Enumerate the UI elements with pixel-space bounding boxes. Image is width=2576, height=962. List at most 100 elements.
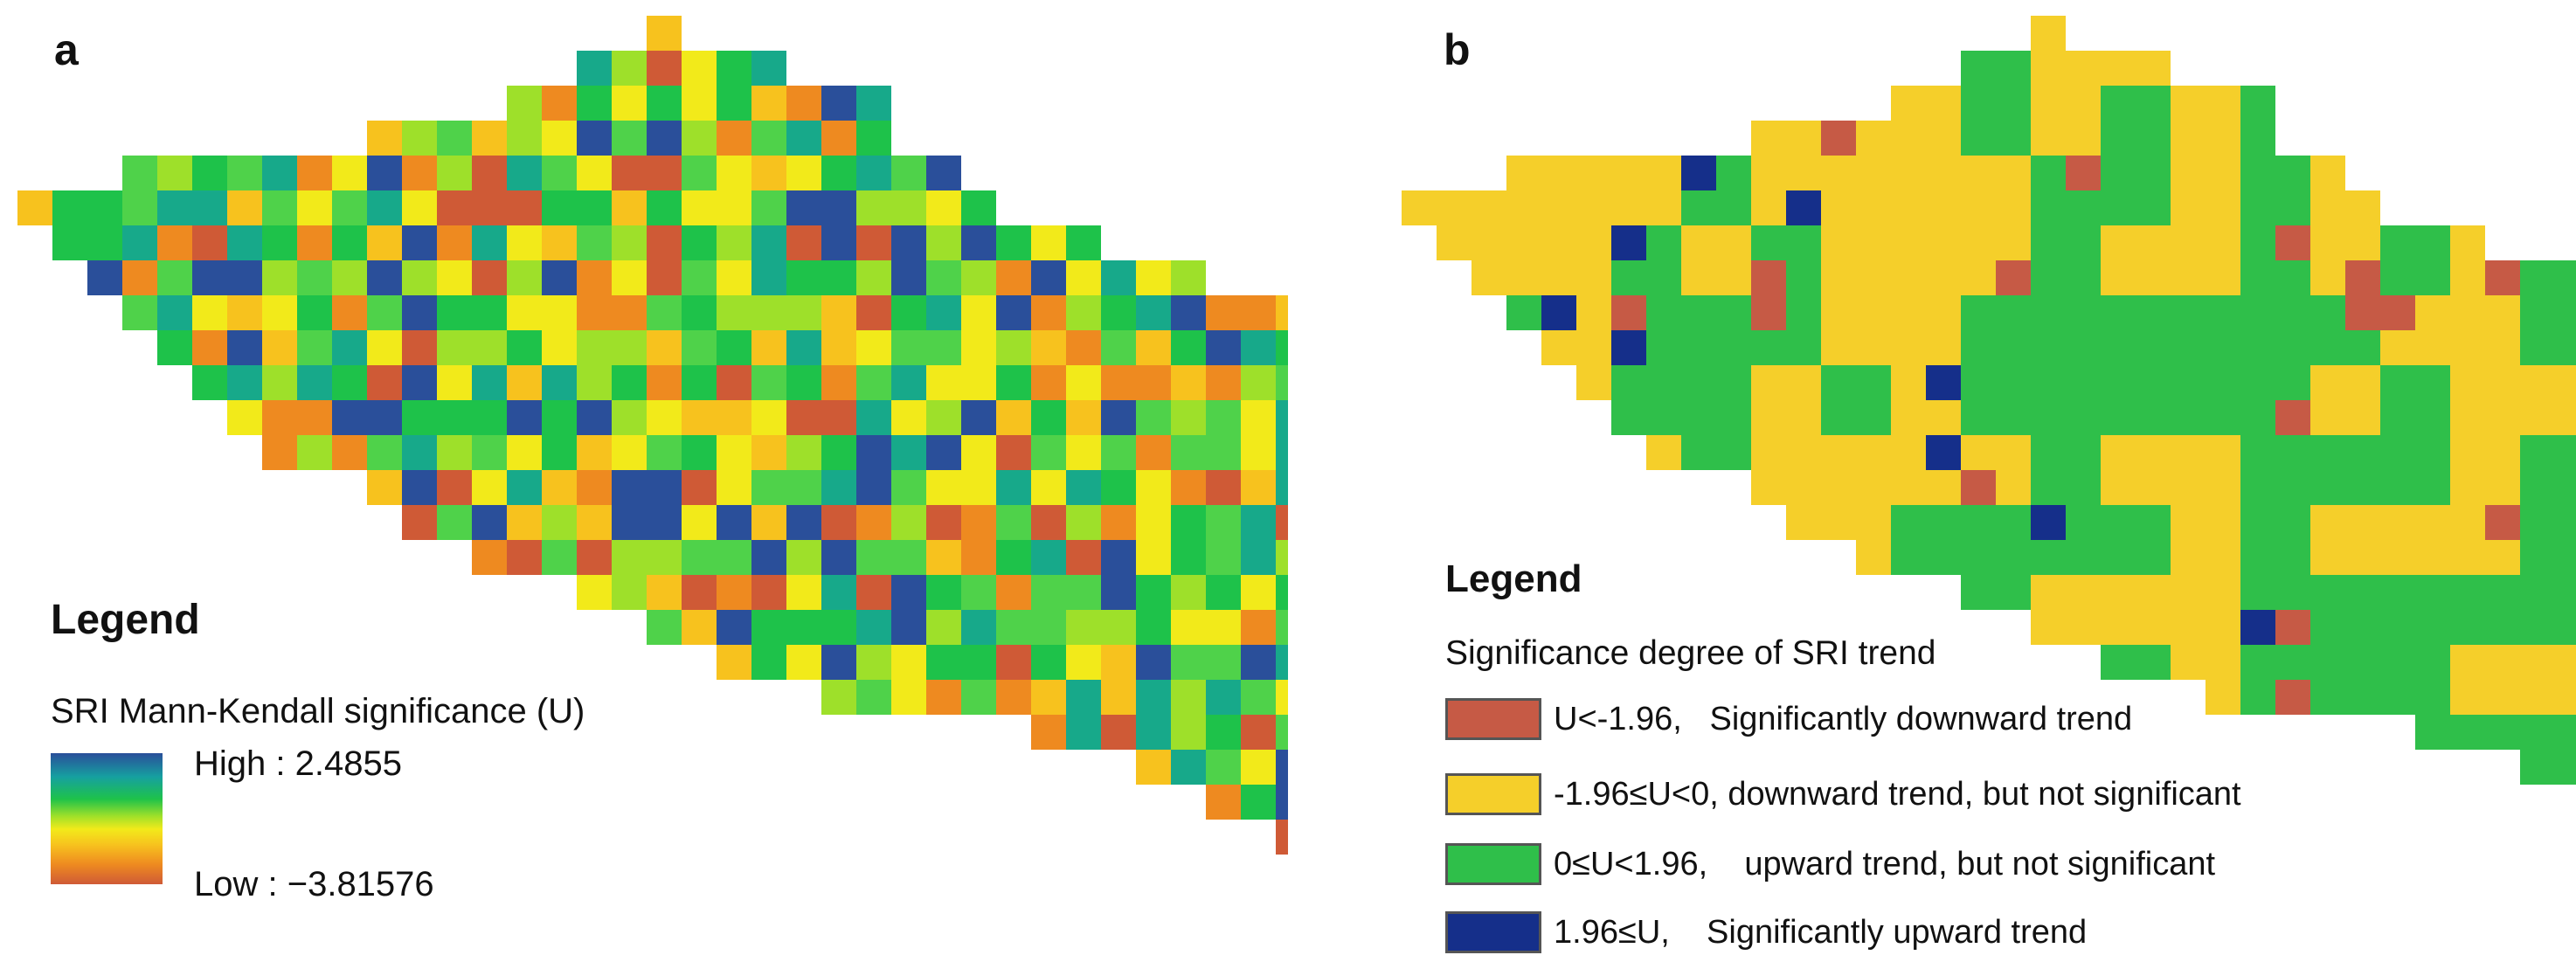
map-cell [717, 295, 751, 330]
map-cell [437, 365, 472, 400]
panel-b-legend-subtitle: Significance degree of SRI trend [1445, 634, 1936, 672]
map-cell [577, 575, 612, 610]
map-cell [2310, 680, 2345, 715]
map-cell [332, 330, 367, 365]
map-cell [542, 295, 577, 330]
map-cell [1611, 225, 1646, 260]
map-cell [2520, 400, 2555, 435]
map-cell [717, 86, 751, 121]
map-cell [2415, 575, 2450, 610]
map-cell [647, 400, 682, 435]
map-cell [2310, 295, 2345, 330]
map-cell [2240, 400, 2275, 435]
map-cell [1506, 190, 1541, 225]
map-cell [472, 435, 507, 470]
map-cell [926, 470, 961, 505]
map-cell [1681, 330, 1716, 365]
map-cell [2310, 225, 2345, 260]
map-cell [1786, 470, 1821, 505]
map-cell [542, 365, 577, 400]
map-cell [1751, 156, 1786, 190]
map-cell [17, 190, 52, 225]
map-cell [1031, 330, 1066, 365]
map-b-raster [1402, 16, 2576, 785]
map-cell [437, 121, 472, 156]
map-cell [821, 645, 856, 680]
map-cell [2485, 470, 2520, 505]
map-cell [2520, 295, 2555, 330]
map-cell [1241, 400, 1276, 435]
map-cell [682, 86, 717, 121]
map-cell [2555, 505, 2576, 540]
map-cell [682, 540, 717, 575]
map-cell [2380, 435, 2415, 470]
map-cell [1751, 330, 1786, 365]
map-cell [1031, 260, 1066, 295]
map-cell [1716, 156, 1751, 190]
map-cell [2136, 645, 2171, 680]
map-cell [1276, 610, 1288, 645]
map-cell [1646, 260, 1681, 295]
map-cell [891, 330, 926, 365]
map-cell [2171, 225, 2206, 260]
map-cell [507, 156, 542, 190]
map-cell [926, 190, 961, 225]
map-cell [2450, 365, 2485, 400]
map-cell [1206, 435, 1241, 470]
map-cell [717, 260, 751, 295]
map-cell [1891, 190, 1926, 225]
map-cell [1996, 190, 2031, 225]
map-cell [786, 435, 821, 470]
map-cell [1786, 225, 1821, 260]
map-cell [717, 645, 751, 680]
map-cell [402, 295, 437, 330]
legend-item-significant-up: 1.96≤U, Significantly upward trend [1445, 909, 2087, 956]
map-cell [2031, 190, 2066, 225]
map-cell [1031, 400, 1066, 435]
map-cell [961, 330, 996, 365]
map-cell [1206, 330, 1241, 365]
map-cell [751, 190, 786, 225]
map-cell [1171, 505, 1206, 540]
map-cell [2310, 365, 2345, 400]
map-cell [1241, 435, 1276, 470]
map-cell [1136, 260, 1171, 295]
map-cell [2310, 435, 2345, 470]
map-cell [1241, 505, 1276, 540]
map-cell [751, 645, 786, 680]
map-cell [2101, 435, 2136, 470]
map-cell [2206, 365, 2240, 400]
map-cell [332, 365, 367, 400]
map-cell [2171, 260, 2206, 295]
map-cell [1206, 575, 1241, 610]
map-cell [1856, 225, 1891, 260]
map-cell [367, 190, 402, 225]
map-cell [2345, 330, 2380, 365]
map-cell [1066, 540, 1101, 575]
map-cell [821, 86, 856, 121]
map-cell [1681, 365, 1716, 400]
map-cell [2555, 575, 2576, 610]
map-cell [1276, 645, 1288, 680]
map-cell [472, 225, 507, 260]
map-cell [1786, 295, 1821, 330]
map-cell [402, 225, 437, 260]
map-cell [1891, 365, 1926, 400]
map-cell [1136, 645, 1171, 680]
map-cell [891, 365, 926, 400]
map-cell [751, 610, 786, 645]
map-cell [2136, 51, 2171, 86]
map-cell [2240, 470, 2275, 505]
map-cell [2415, 435, 2450, 470]
map-cell [2206, 295, 2240, 330]
map-cell [647, 435, 682, 470]
map-cell [996, 610, 1031, 645]
map-cell [717, 540, 751, 575]
legend-item-significant-down: U<-1.96, Significantly downward trend [1445, 696, 2132, 743]
map-cell [2136, 260, 2171, 295]
map-cell [2555, 365, 2576, 400]
map-cell [717, 505, 751, 540]
map-cell [1961, 190, 1996, 225]
map-cell [2240, 645, 2275, 680]
map-cell [122, 260, 157, 295]
